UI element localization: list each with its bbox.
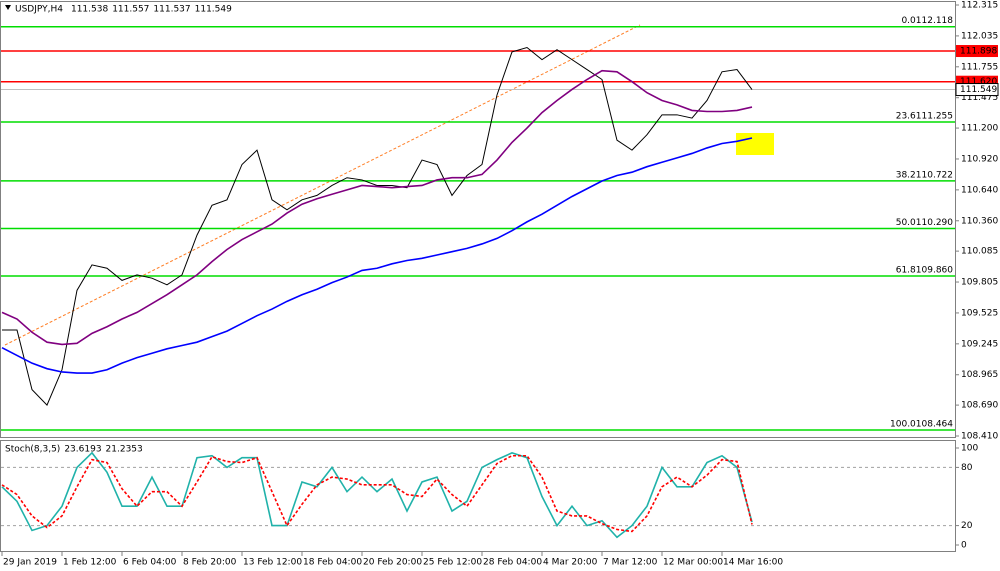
- x-tick-label: 7 Mar 12:00: [603, 558, 658, 568]
- x-tick-label: 28 Feb 04:00: [483, 558, 542, 568]
- y-tick-label: 108.965: [961, 370, 998, 380]
- symbol-icon: [5, 5, 11, 10]
- fib-level-label: 23.6: [896, 111, 916, 121]
- price-tag-label: 111.898: [960, 47, 997, 57]
- y-tick-label: 20: [961, 521, 973, 531]
- x-tick-label: 29 Jan 2019: [3, 558, 57, 568]
- stoch-value: 21.2353: [106, 445, 143, 455]
- fib-price: 112.118: [916, 16, 953, 26]
- fib-price: 111.255: [916, 111, 953, 121]
- price-line: [2, 46, 753, 406]
- fib-price: 109.860: [916, 265, 953, 275]
- y-tick-label: 109.245: [961, 339, 998, 349]
- stoch-value: 23.6193: [64, 445, 101, 455]
- fib-level-label: 0.0: [901, 16, 916, 26]
- y-tick-label: 109.805: [961, 278, 998, 288]
- price-tag-label: 111.620: [960, 77, 997, 87]
- last-price-label: 111.549: [960, 85, 997, 95]
- fib-price: 110.722: [916, 170, 953, 180]
- stoch-line: [1, 454, 753, 533]
- highlight-box: [736, 133, 774, 155]
- y-tick-label: 0: [961, 541, 967, 551]
- y-tick-label: 111.200: [961, 124, 998, 134]
- y-tick-label: 110.360: [961, 216, 998, 226]
- y-tick-label: 80: [961, 463, 973, 473]
- fib-level-label: 100.0: [890, 420, 916, 430]
- chart-title: USDJPY,H4: [15, 5, 63, 15]
- x-tick-label: 12 Mar 00:00: [663, 558, 723, 568]
- price-line: [1, 137, 753, 374]
- y-tick-label: 100: [961, 444, 978, 454]
- y-tick-label: 110.640: [961, 185, 998, 195]
- price-panel: [0, 1, 956, 438]
- y-tick-label: 111.475: [961, 93, 998, 103]
- y-tick-label: 110.085: [961, 247, 998, 257]
- fib-level-label: 50.0: [896, 218, 916, 228]
- price-line: [1, 69, 753, 346]
- x-tick-label: 14 Mar 16:00: [723, 558, 783, 568]
- x-tick-label: 25 Feb 12:00: [423, 558, 482, 568]
- y-tick-label: 108.410: [961, 432, 998, 442]
- y-tick-label: 111.755: [961, 62, 998, 72]
- y-tick-label: 112.315: [961, 1, 998, 11]
- ohlc-value: 111.557: [112, 5, 149, 15]
- y-tick-label: 110.920: [961, 154, 998, 164]
- y-tick-label: 108.690: [961, 401, 998, 411]
- x-tick-label: 4 Mar 20:00: [543, 558, 598, 568]
- ohlc-value: 111.538: [71, 5, 108, 15]
- fib-price: 110.290: [916, 218, 953, 228]
- stoch-line: [1, 451, 753, 539]
- stoch-panel: [0, 440, 956, 552]
- trend-line: [4, 24, 641, 346]
- ohlc-value: 111.549: [195, 5, 232, 15]
- fib-level-label: 61.8: [896, 265, 916, 275]
- stoch-title: Stoch(8,3,5): [5, 445, 60, 455]
- x-tick-label: 8 Feb 20:00: [183, 558, 237, 568]
- x-tick-label: 13 Feb 12:00: [243, 558, 302, 568]
- y-tick-label: 112.035: [961, 31, 998, 41]
- y-tick-label: 109.525: [961, 308, 998, 318]
- x-tick-label: 6 Feb 04:00: [123, 558, 177, 568]
- fib-price: 108.464: [916, 420, 953, 430]
- x-tick-label: 18 Feb 04:00: [303, 558, 362, 568]
- x-tick-label: 1 Feb 12:00: [63, 558, 117, 568]
- ohlc-value: 111.537: [153, 5, 190, 15]
- last-price-tag: [955, 83, 999, 97]
- x-tick-label: 20 Feb 20:00: [363, 558, 422, 568]
- price-tag: [956, 45, 998, 58]
- fib-level-label: 38.2: [896, 170, 916, 180]
